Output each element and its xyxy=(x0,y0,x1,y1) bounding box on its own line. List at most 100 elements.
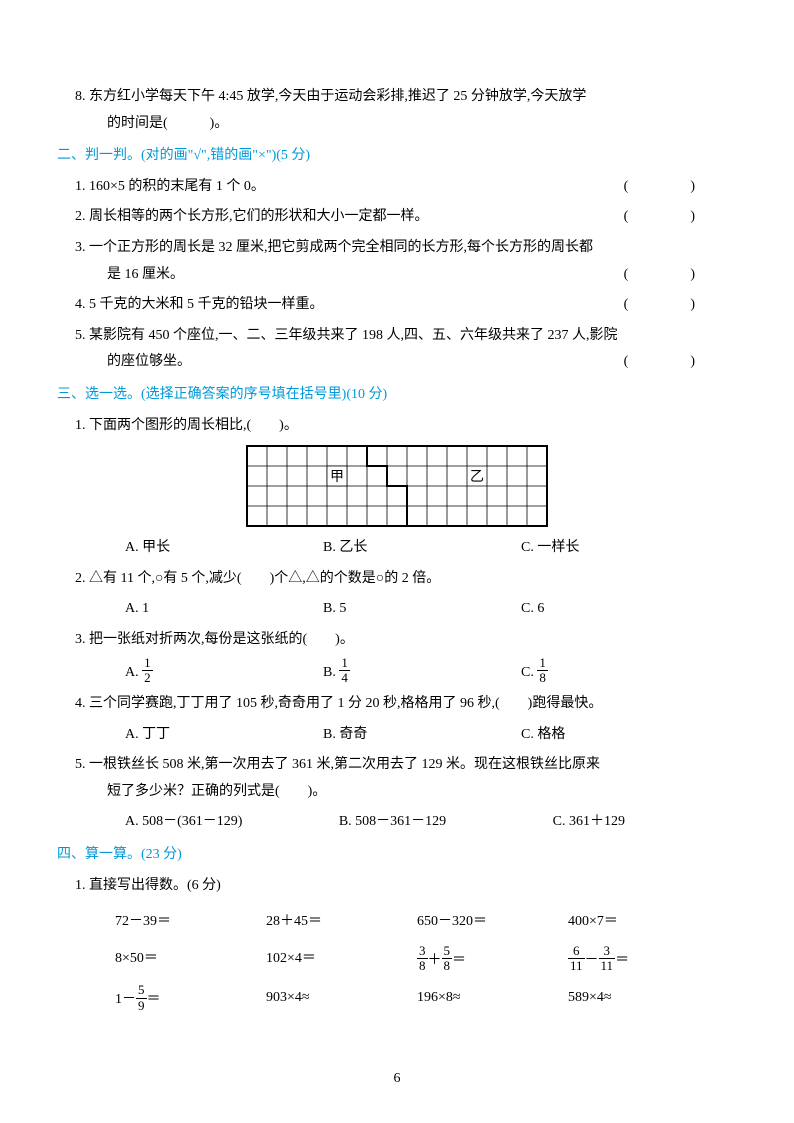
frac-num: 1 xyxy=(339,656,350,671)
op-eq: ＝ xyxy=(147,992,161,1007)
op-plus: ＋ xyxy=(428,953,442,968)
s3-q2: 2. △有 11 个,○有 5 个,减少( )个△,△的个数是○的 2 倍。 xyxy=(75,566,719,593)
fraction: 18 xyxy=(537,656,548,686)
s2-q3-text: 3. 一个正方形的周长是 32 厘米,把它剪成两个完全相同的长方形,每个长方形的… xyxy=(75,240,593,255)
s3-q1: 1. 下面两个图形的周长相比,( )。 xyxy=(75,413,719,440)
op-minus: － xyxy=(585,953,599,968)
opt-b[interactable]: B. 乙长 xyxy=(323,535,521,562)
s2-q1: ( ) 1. 160×5 的积的末尾有 1 个 0。 xyxy=(75,174,719,201)
s4-sub1: 1. 直接写出得数。(6 分) xyxy=(75,873,719,900)
frac-den: 11 xyxy=(599,959,616,973)
calc-cell[interactable]: 903×4≈ xyxy=(266,985,417,1015)
s3-q5-text: 5. 一根铁丝长 508 米,第一次用去了 361 米,第二次用去了 129 米… xyxy=(75,757,600,772)
s2-q2: ( ) 2. 周长相等的两个长方形,它们的形状和大小一定都一样。 xyxy=(75,204,719,231)
frac-num: 6 xyxy=(568,944,585,959)
opt-c[interactable]: C. 6 xyxy=(521,596,719,623)
calc-cell[interactable]: 589×4≈ xyxy=(568,985,719,1015)
op-eq: ＝ xyxy=(615,953,629,968)
paren-blank[interactable]: ( ) xyxy=(624,262,719,289)
frac-num: 1 xyxy=(142,656,153,671)
frac-den: 8 xyxy=(442,959,453,973)
fraction: 59 xyxy=(136,983,147,1013)
fraction: 58 xyxy=(442,944,453,974)
s3-q3: 3. 把一张纸对折两次,每份是这张纸的( )。 xyxy=(75,627,719,654)
frac-den: 2 xyxy=(142,671,153,685)
calc-cell[interactable]: 650－320＝ xyxy=(417,909,568,936)
opt-c[interactable]: C. 一样长 xyxy=(521,535,719,562)
opt-c[interactable]: C. 361＋129 xyxy=(553,809,719,836)
calc-cell[interactable]: 1－59＝ xyxy=(115,985,266,1015)
opt-a[interactable]: A. 1 xyxy=(125,596,323,623)
opt-c[interactable]: C. 格格 xyxy=(521,722,719,749)
section-4-heading: 四、算一算。(23 分) xyxy=(57,842,719,869)
opt-a[interactable]: A. 丁丁 xyxy=(125,722,323,749)
frac-num: 3 xyxy=(417,944,428,959)
calc-row-1: 72－39＝ 28＋45＝ 650－320＝ 400×7＝ xyxy=(115,909,719,936)
question-8: 8. 东方红小学每天下午 4:45 放学,今天由于运动会彩排,推迟了 25 分钟… xyxy=(75,84,719,137)
s3-q3-text: 3. 把一张纸对折两次,每份是这张纸的( )。 xyxy=(75,632,354,647)
s2-q5-line2: ( ) 的座位够坐。 xyxy=(75,349,719,376)
frac-num: 3 xyxy=(599,944,616,959)
s3-q4: 4. 三个同学赛跑,丁丁用了 105 秒,奇奇用了 1 分 20 秒,格格用了 … xyxy=(75,691,719,718)
opt-c-prefix: C. xyxy=(521,665,537,680)
calc-cell[interactable]: 102×4＝ xyxy=(266,946,417,976)
calc-cell[interactable]: 8×50＝ xyxy=(115,946,266,976)
calc-row-3: 1－59＝ 903×4≈ 196×8≈ 589×4≈ xyxy=(115,985,719,1015)
q8-line1: 8. 东方红小学每天下午 4:45 放学,今天由于运动会彩排,推迟了 25 分钟… xyxy=(75,89,586,104)
s3-q2-text: 2. △有 11 个,○有 5 个,减少( )个△,△的个数是○的 2 倍。 xyxy=(75,571,440,586)
opt-a[interactable]: A. 甲长 xyxy=(125,535,323,562)
frac-num: 5 xyxy=(442,944,453,959)
opt-b[interactable]: B. 5 xyxy=(323,596,521,623)
s3-q1-text: 1. 下面两个图形的周长相比,( )。 xyxy=(75,418,298,433)
frac-den: 4 xyxy=(339,671,350,685)
fraction: 611 xyxy=(568,944,585,974)
paren-blank[interactable]: ( ) xyxy=(624,174,719,201)
paren-blank[interactable]: ( ) xyxy=(624,204,719,231)
perimeter-grid-svg: 甲乙 xyxy=(246,445,548,527)
paren-blank[interactable]: ( ) xyxy=(624,349,719,376)
fraction: 311 xyxy=(599,944,616,974)
s2-q2-text: 2. 周长相等的两个长方形,它们的形状和大小一定都一样。 xyxy=(75,209,429,224)
calc-cell[interactable]: 611－311＝ xyxy=(568,946,719,976)
svg-text:乙: 乙 xyxy=(470,469,484,485)
page-number: 6 xyxy=(0,1066,794,1093)
calc-cell[interactable]: 400×7＝ xyxy=(568,909,719,936)
opt-b-prefix: B. xyxy=(323,665,339,680)
paren-blank[interactable]: ( ) xyxy=(624,292,719,319)
s2-q3-text2: 是 16 厘米。 xyxy=(107,267,184,282)
opt-b[interactable]: B. 508－361－129 xyxy=(339,809,553,836)
opt-a-prefix: A. xyxy=(125,665,142,680)
s3-q5-line2: 短了多少米？正确的列式是( )。 xyxy=(75,779,719,806)
s2-q4: ( ) 4. 5 千克的大米和 5 千克的铅块一样重。 xyxy=(75,292,719,319)
s3-q3-options: A. 12 B. 14 C. 18 xyxy=(125,658,719,688)
frac-den: 11 xyxy=(568,959,585,973)
opt-a[interactable]: A. 12 xyxy=(125,658,323,688)
section-2-heading: 二、判一判。(对的画"√",错的画"×")(5 分) xyxy=(57,143,719,170)
frac-num: 5 xyxy=(136,983,147,998)
opt-b[interactable]: B. 14 xyxy=(323,658,521,688)
fraction: 38 xyxy=(417,944,428,974)
s2-q3: 3. 一个正方形的周长是 32 厘米,把它剪成两个完全相同的长方形,每个长方形的… xyxy=(75,235,719,288)
s3-q5-options: A. 508－(361－129) B. 508－361－129 C. 361＋1… xyxy=(125,809,719,836)
calc-cell[interactable]: 72－39＝ xyxy=(115,909,266,936)
s3-q4-text: 4. 三个同学赛跑,丁丁用了 105 秒,奇奇用了 1 分 20 秒,格格用了 … xyxy=(75,696,602,711)
q8-line2: 的时间是( )。 xyxy=(75,111,719,138)
opt-a[interactable]: A. 508－(361－129) xyxy=(125,809,339,836)
s3-q5: 5. 一根铁丝长 508 米,第一次用去了 361 米,第二次用去了 129 米… xyxy=(75,752,719,805)
calc-cell[interactable]: 28＋45＝ xyxy=(266,909,417,936)
s2-q1-text: 1. 160×5 的积的末尾有 1 个 0。 xyxy=(75,179,265,194)
calc-pre: 1－ xyxy=(115,992,136,1007)
frac-den: 9 xyxy=(136,999,147,1013)
opt-b[interactable]: B. 奇奇 xyxy=(323,722,521,749)
calc-cell[interactable]: 196×8≈ xyxy=(417,985,568,1015)
calc-cell[interactable]: 38＋58＝ xyxy=(417,946,568,976)
frac-num: 1 xyxy=(537,656,548,671)
s2-q3-line2: ( ) 是 16 厘米。 xyxy=(75,262,719,289)
frac-den: 8 xyxy=(417,959,428,973)
section-3-heading: 三、选一选。(选择正确答案的序号填在括号里)(10 分) xyxy=(57,382,719,409)
opt-c[interactable]: C. 18 xyxy=(521,658,719,688)
fraction: 12 xyxy=(142,656,153,686)
svg-text:甲: 甲 xyxy=(330,470,344,485)
fraction: 14 xyxy=(339,656,350,686)
s3-q2-options: A. 1 B. 5 C. 6 xyxy=(125,596,719,623)
